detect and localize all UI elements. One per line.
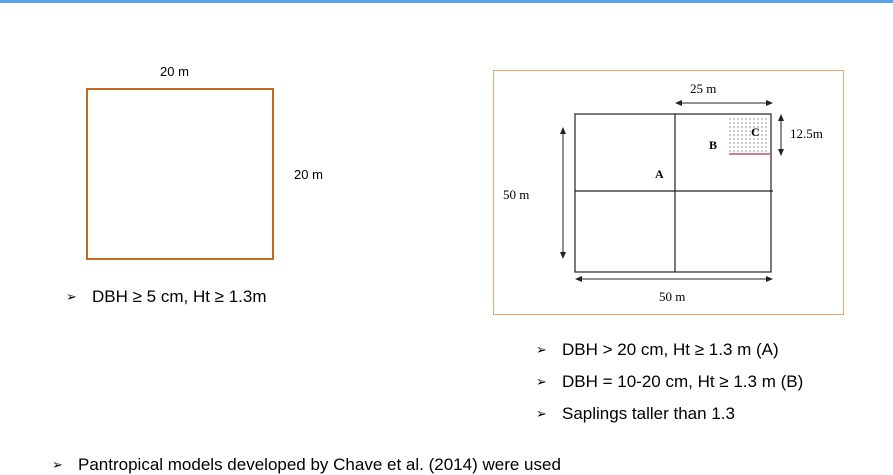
square-top-dimension: 20 m: [160, 64, 189, 79]
zone-c-label: C: [751, 125, 760, 139]
nested-plot-diagram: 25 m 12.5m 50 m 50 m A B C: [503, 81, 823, 304]
nested-plot-frame: [493, 70, 844, 315]
right-bullet-3: ➢ Saplings taller than 1.3: [536, 404, 735, 424]
right-bullet-2-text: DBH = 10-20 cm, Ht ≥ 1.3 m (B): [562, 372, 804, 391]
square-plot: [86, 88, 274, 260]
bullet-arrow-icon: ➢: [536, 342, 547, 357]
zone-b-label: B: [709, 138, 717, 152]
bullet-arrow-icon: ➢: [66, 289, 77, 304]
footer-bullet-text: Pantropical models developed by Chave et…: [78, 455, 561, 474]
right-bullet-3-text: Saplings taller than 1.3: [562, 404, 735, 423]
right-bullet-1-text: DBH > 20 cm, Ht ≥ 1.3 m (A): [562, 340, 779, 359]
right-bullet-1: ➢ DBH > 20 cm, Ht ≥ 1.3 m (A): [536, 340, 779, 360]
right-bullet-2: ➢ DBH = 10-20 cm, Ht ≥ 1.3 m (B): [536, 372, 803, 392]
left-bullet: ➢ DBH ≥ 5 cm, Ht ≥ 1.3m: [66, 287, 267, 307]
square-side-dimension: 20 m: [294, 167, 323, 182]
bottom-dimension-label: 50 m: [659, 289, 685, 304]
bullet-arrow-icon: ➢: [536, 406, 547, 421]
subplot-c-area: [729, 116, 769, 154]
main-plot-outline: [574, 113, 772, 273]
footer-bullet: ➢ Pantropical models developed by Chave …: [52, 455, 561, 475]
top-dimension-label: 25 m: [690, 81, 716, 96]
zone-a-label: A: [655, 167, 664, 181]
bullet-arrow-icon: ➢: [52, 457, 63, 472]
left-dimension-label: 50 m: [503, 187, 529, 202]
right-dimension-label: 12.5m: [790, 126, 823, 141]
left-bullet-text: DBH ≥ 5 cm, Ht ≥ 1.3m: [92, 287, 267, 306]
top-accent-rule: [0, 0, 893, 3]
bullet-arrow-icon: ➢: [536, 374, 547, 389]
